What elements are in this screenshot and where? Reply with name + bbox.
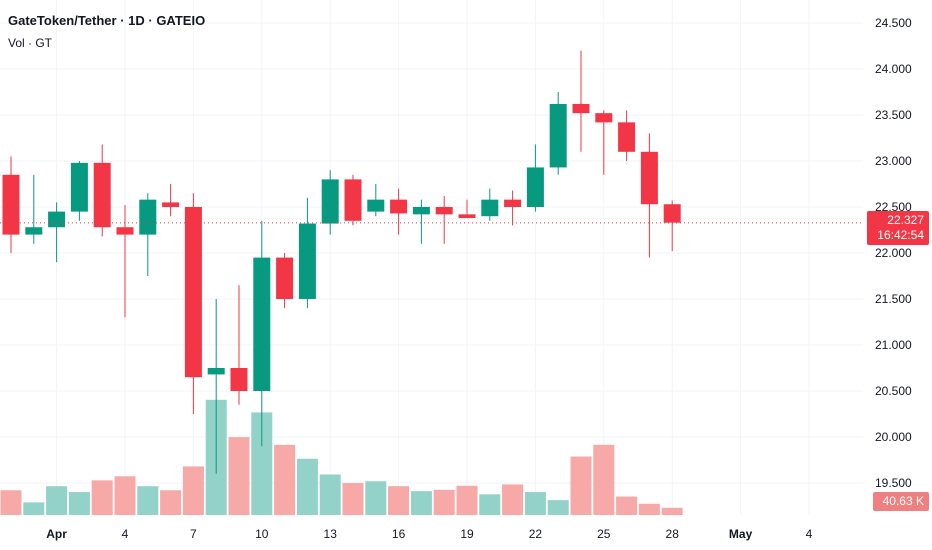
y-tick-label: 21.500	[875, 292, 912, 306]
y-tick-label: 24.000	[875, 62, 912, 76]
volume-bar	[182, 466, 204, 515]
chart-title: GateToken/Tether · 1D · GATEIO	[8, 13, 206, 28]
x-tick-label: 28	[666, 527, 680, 541]
candle-body	[663, 204, 681, 223]
candle-body	[162, 202, 180, 207]
candle-body	[367, 199, 385, 212]
candle-body	[2, 174, 20, 235]
y-tick-label: 20.000	[875, 430, 912, 444]
y-tick-label: 19.500	[875, 476, 912, 490]
candle-body	[116, 227, 134, 235]
candle-body	[458, 214, 476, 219]
y-tick-label: 20.500	[875, 384, 912, 398]
volume-bar	[433, 489, 455, 515]
candle-body	[70, 162, 88, 212]
y-tick-label: 23.000	[875, 154, 912, 168]
candle-body	[572, 103, 590, 114]
candle-body	[412, 207, 430, 215]
volume-bar	[228, 437, 250, 515]
y-tick-label: 21.000	[875, 338, 912, 352]
x-tick-label: 22	[529, 527, 543, 541]
candle-body	[93, 162, 111, 228]
candle-body	[390, 199, 408, 214]
volume-tag: 40.63 K	[873, 492, 929, 511]
volume-bar	[91, 480, 113, 515]
x-tick-label: 4	[122, 527, 129, 541]
candle-body	[435, 207, 453, 215]
x-tick-label: 25	[597, 527, 611, 541]
x-tick-label: 10	[255, 527, 269, 541]
candle-body	[640, 151, 658, 205]
volume-bar	[570, 456, 592, 515]
candle-body	[48, 211, 66, 228]
volume-bar	[137, 486, 159, 515]
volume-bar	[0, 490, 22, 515]
volume-bar	[114, 476, 136, 515]
candle-body	[595, 113, 613, 123]
bar-countdown: 16:42:54	[877, 228, 924, 242]
volume-bar	[410, 491, 432, 515]
volume-bar	[547, 500, 569, 515]
candle-body	[526, 167, 544, 207]
x-tick-label: May	[729, 527, 753, 541]
y-tick-label: 22.000	[875, 246, 912, 260]
volume-bar	[342, 483, 364, 515]
x-tick-label: 19	[460, 527, 474, 541]
candle-body	[184, 207, 202, 378]
volume-bar	[68, 492, 90, 515]
y-tick-label: 23.500	[875, 108, 912, 122]
volume-bar	[319, 474, 341, 515]
volume-bar	[274, 444, 296, 515]
volume-bar	[388, 486, 410, 515]
volume-bar	[638, 503, 660, 515]
volume-indicator-label[interactable]: Vol · GT	[8, 36, 53, 50]
volume-bar	[296, 458, 318, 515]
x-tick-label: Apr	[46, 527, 67, 541]
volume-bar	[456, 485, 478, 515]
x-tick-label: 7	[190, 527, 197, 541]
candle-body	[344, 179, 362, 221]
y-tick-label: 22.500	[875, 200, 912, 214]
candle-body	[298, 223, 316, 299]
last-price: 22.327	[887, 213, 924, 227]
candle-body	[549, 103, 567, 168]
candle-body	[481, 199, 499, 217]
y-tick-label: 24.500	[875, 16, 912, 30]
volume-bar	[661, 507, 683, 515]
candle-body	[207, 368, 225, 375]
x-tick-label: 16	[392, 527, 406, 541]
volume-bar	[616, 496, 638, 515]
candle-body	[139, 199, 157, 235]
volume-bar	[593, 444, 615, 515]
candle-body	[504, 199, 522, 207]
candle-body	[253, 257, 271, 391]
candle-body	[321, 179, 339, 224]
candle-body	[25, 227, 43, 235]
volume-bar	[160, 490, 182, 515]
volume-bar	[365, 481, 387, 515]
candle-body	[230, 368, 248, 391]
volume-bar	[524, 492, 546, 515]
candle-body	[618, 122, 636, 152]
volume-bar	[502, 484, 524, 515]
x-tick-label: 4	[806, 527, 813, 541]
last-price-tag: 22.327 16:42:54	[867, 211, 929, 245]
volume-bar	[23, 502, 45, 515]
x-tick-label: 13	[324, 527, 338, 541]
volume-bar	[46, 486, 68, 515]
candle-body	[276, 257, 294, 299]
volume-bar	[479, 494, 501, 515]
volume-bar	[251, 412, 273, 515]
